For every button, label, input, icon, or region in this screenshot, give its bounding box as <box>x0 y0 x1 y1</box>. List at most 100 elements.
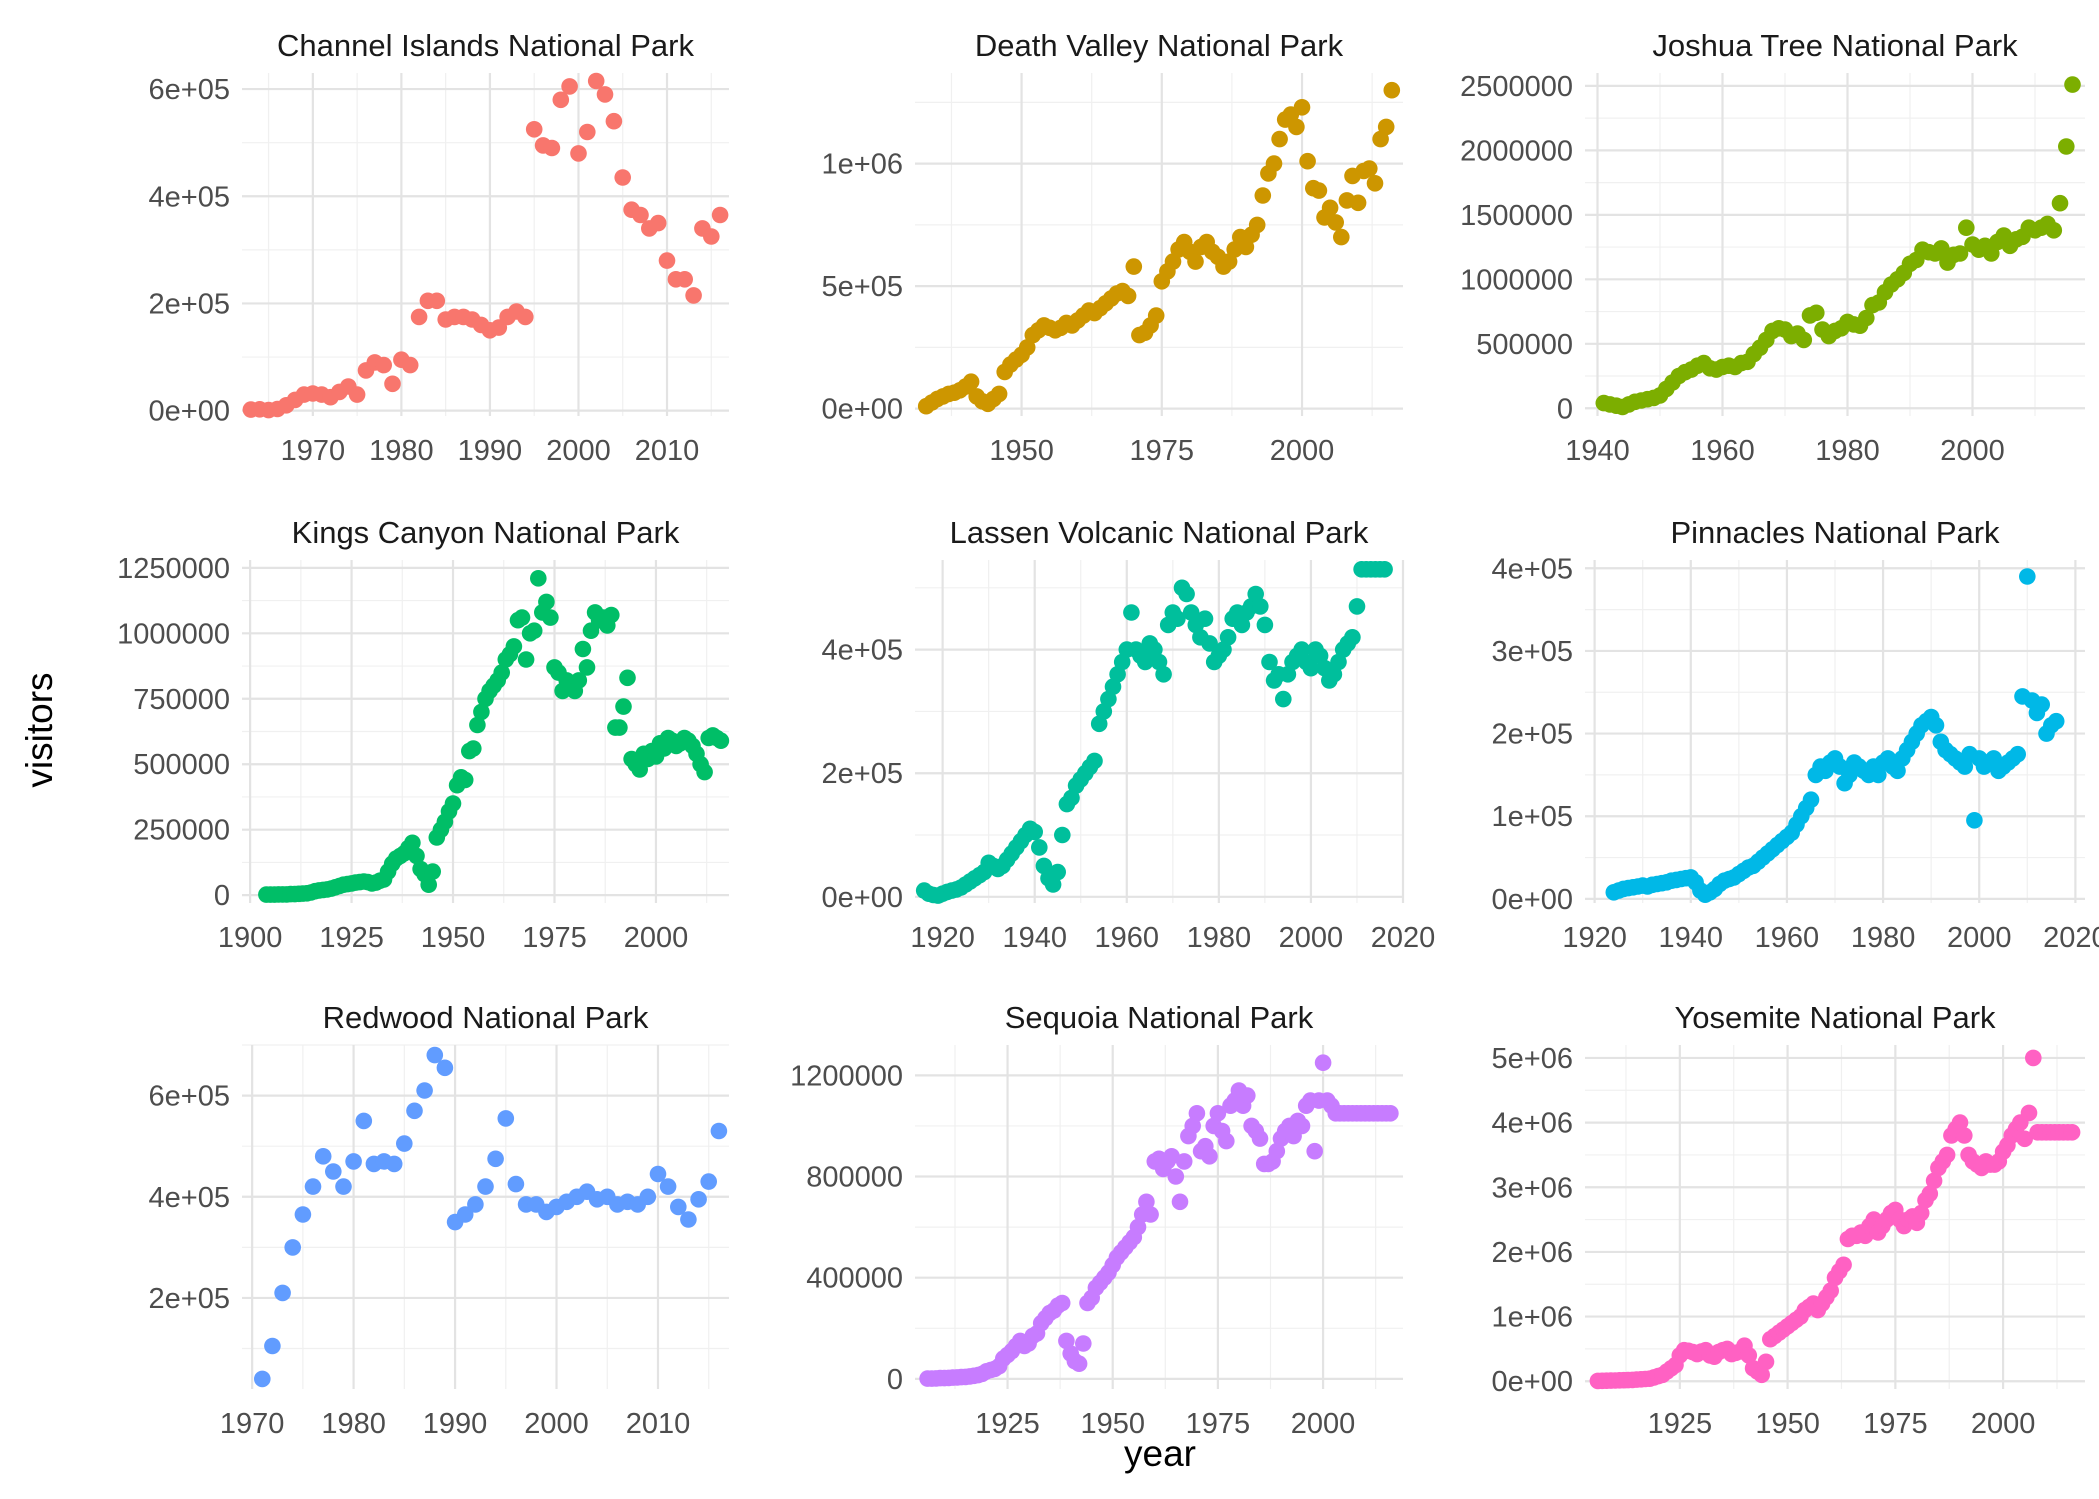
data-point <box>1366 175 1384 192</box>
y-tick-label: 1200000 <box>790 1060 903 1092</box>
panel-title: Channel Islands National Park <box>277 28 695 63</box>
x-tick-label: 1960 <box>1095 922 1160 954</box>
data-point <box>639 1188 657 1206</box>
data-point <box>1147 307 1165 324</box>
data-point <box>710 1122 728 1140</box>
data-point <box>1175 1153 1193 1170</box>
panel-7: 1970 1980 1990 2000 2010 2e+05 4e+05 6e+05 Redwo… <box>149 1000 729 1440</box>
x-tick-label: 1960 <box>1755 922 1820 954</box>
x-tick-label: 1950 <box>989 435 1054 467</box>
data-point <box>1333 228 1350 246</box>
point-series <box>242 72 729 419</box>
data-point <box>517 651 535 668</box>
point-series <box>915 561 1393 904</box>
data-point <box>1142 1206 1159 1223</box>
panel-title: Joshua Tree National Park <box>1652 28 2018 63</box>
data-point <box>552 91 570 109</box>
x-tick-label: 1980 <box>369 435 434 467</box>
data-point <box>542 609 559 626</box>
y-tick-label: 1250000 <box>117 553 230 585</box>
y-tick-label: 2e+05 <box>149 1283 230 1315</box>
y-tick-label: 750000 <box>133 684 230 716</box>
x-tick-label: 1980 <box>1187 922 1252 954</box>
data-point <box>680 1211 697 1228</box>
x-tick-label: 1900 <box>218 922 283 954</box>
data-point <box>611 719 628 736</box>
data-point <box>1119 287 1137 305</box>
point-series <box>917 81 1401 415</box>
y-tick-label: 250000 <box>133 815 230 847</box>
x-tick-label: 1975 <box>522 922 587 954</box>
data-point <box>1956 1127 1973 1144</box>
data-point <box>614 169 631 186</box>
x-tick-label: 2010 <box>635 435 700 467</box>
data-point <box>690 1191 707 1208</box>
data-point <box>487 1150 504 1168</box>
x-tick-label: 2000 <box>1940 435 2005 467</box>
data-point <box>1288 118 1305 136</box>
data-point <box>1966 812 1983 829</box>
data-point <box>711 206 729 224</box>
panel-title: Pinnacles National Park <box>1670 515 2000 550</box>
data-point <box>345 1153 362 1170</box>
data-point <box>579 123 596 141</box>
data-point <box>1802 791 1820 808</box>
x-tick-label: 1975 <box>1130 435 1195 467</box>
data-point <box>436 1059 454 1077</box>
x-tick-label: 1970 <box>220 1408 285 1440</box>
data-point <box>1058 1332 1075 1350</box>
x-tick-label: 2000 <box>546 435 611 467</box>
data-point <box>2019 568 2036 585</box>
data-point <box>335 1178 352 1195</box>
data-point <box>1184 1117 1201 1135</box>
data-point <box>1808 304 1825 322</box>
data-point <box>525 622 543 639</box>
data-point <box>1209 1105 1227 1122</box>
data-point <box>1377 118 1395 136</box>
y-tick-label: 6e+05 <box>149 1081 230 1113</box>
data-point <box>1835 1256 1852 1274</box>
y-tick-label: 0e+00 <box>822 882 903 914</box>
x-tick-label: 1940 <box>1659 922 1724 954</box>
data-point <box>1958 219 1975 236</box>
data-point <box>1348 598 1366 615</box>
y-tick-label: 1e+05 <box>1492 801 1573 833</box>
y-tick-label: 400000 <box>806 1263 903 1295</box>
data-point <box>444 795 462 812</box>
data-point <box>497 1110 515 1127</box>
x-tick-label: 2000 <box>1270 435 1335 467</box>
data-point <box>1256 616 1274 634</box>
data-point <box>473 703 490 721</box>
panel-title: Yosemite National Park <box>1674 1000 1996 1035</box>
data-point <box>410 308 428 326</box>
data-point <box>2016 1130 2033 1148</box>
y-tick-label: 2e+05 <box>149 288 230 320</box>
x-axis-title: year <box>1124 1433 1196 1474</box>
data-point <box>2047 712 2065 730</box>
x-tick-label: 1925 <box>319 922 384 954</box>
data-point <box>1822 1282 1839 1299</box>
data-point <box>649 1165 667 1183</box>
data-point <box>456 771 474 789</box>
data-point <box>467 1196 484 1213</box>
data-point <box>1306 1142 1323 1160</box>
data-point <box>1155 666 1172 683</box>
panel-1: 1970 1980 1990 2000 2010 0e+00 2e+05 4e+05 6e+05… <box>149 28 729 467</box>
y-tick-label: 3e+05 <box>1492 636 1573 668</box>
data-point <box>603 606 620 624</box>
y-tick-label: 0 <box>887 1364 903 1396</box>
data-point <box>469 716 486 734</box>
point-series <box>1589 1049 2081 1390</box>
data-point <box>1921 1185 1939 1202</box>
data-point <box>1299 152 1316 170</box>
y-tick-label: 1500000 <box>1460 200 1573 232</box>
y-tick-label: 4e+05 <box>822 635 903 667</box>
data-point <box>649 214 667 232</box>
x-tick-label: 1970 <box>281 435 346 467</box>
data-point <box>404 834 421 852</box>
minor-gridlines <box>242 560 729 903</box>
x-tick-label: 1940 <box>1002 922 1067 954</box>
x-tick-label: 1980 <box>1851 922 1916 954</box>
data-point <box>596 86 614 103</box>
data-point <box>700 1173 717 1190</box>
